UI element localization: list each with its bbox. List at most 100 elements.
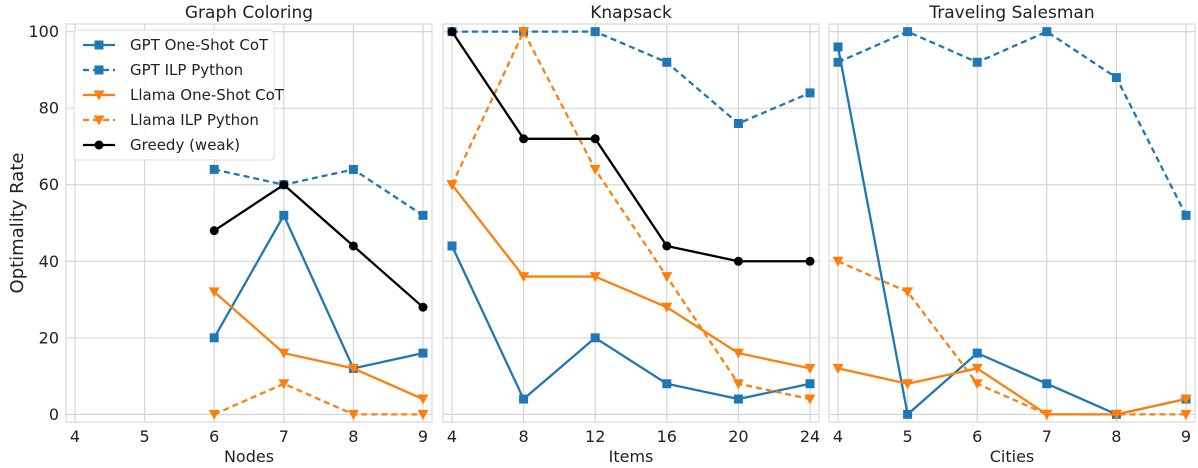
panel-frame [442,23,820,423]
legend-entry-gpt-one-shot-cot: GPT One-Shot CoT [83,36,269,54]
data-point [447,241,457,251]
series-gpt-one-shot-cot [209,210,428,373]
x-tick-label: 7 [1042,427,1052,446]
panel-title: Graph Coloring [185,3,313,23]
series-gpt-one-shot-cot [833,42,1191,419]
data-point [1181,210,1191,220]
x-axis-label: Nodes [224,447,274,466]
series-llama-ilp-python [208,379,429,420]
series-line [213,214,424,370]
data-point [1180,409,1192,420]
data-point [590,333,600,343]
legend-marker [94,140,104,150]
data-point [804,394,816,405]
data-point [208,287,220,298]
y-tick-labels: 0 20 40 60 80 100 [28,22,59,424]
data-point [417,409,429,420]
data-point [518,27,530,38]
data-point [418,302,428,312]
data-point [589,272,601,283]
data-point [902,287,914,298]
x-tick-labels: 4 8 12 16 20 24 [447,427,820,446]
y-tick-label: 100 [28,22,59,41]
data-point [590,134,600,144]
series-llama-one-shot-cot [832,363,1192,420]
legend-label: Llama ILP Python [130,111,259,129]
x-tick-label: 9 [1181,427,1191,446]
series-layer [832,27,1192,420]
data-point [733,394,743,404]
data-point [662,241,672,251]
legend-marker [94,65,104,75]
x-axis-label: Cities [990,447,1035,466]
x-tick-label: 20 [728,427,748,446]
data-point [208,409,220,420]
data-point [833,42,843,52]
data-point [209,226,219,236]
data-point [347,409,359,420]
panel-traveling-salesman: Traveling Salesman Cities 4 5 6 7 8 9 [828,3,1196,466]
data-point [805,256,815,266]
data-point [732,379,744,390]
data-point [662,57,672,67]
data-point [733,256,743,266]
data-point [972,348,982,358]
data-point [348,241,358,251]
legend: GPT One-Shot CoT GPT ILP Python Llama One-… [73,29,285,161]
series-line [837,260,1186,416]
gridlines [829,24,1195,422]
data-point [519,134,529,144]
y-axis-label: Optimality Rate [7,153,28,294]
series-layer [208,164,429,420]
legend-entry-llama-one-shot-cot: Llama One-Shot CoT [83,86,285,104]
x-axis-label: Items [609,447,654,466]
x-tick-labels: 4 5 6 7 8 9 [833,427,1191,446]
series-greedy-weak [447,27,815,266]
panel-title: Traveling Salesman [928,3,1094,23]
data-point [279,180,289,190]
series-line [450,245,811,401]
data-point [1180,394,1192,405]
x-tick-label: 6 [209,427,219,446]
data-point [832,256,844,267]
series-line [213,168,424,217]
data-point [662,379,672,389]
data-point [348,164,358,174]
data-point [661,302,673,313]
x-tick-labels: 4 5 6 7 8 9 [70,427,428,446]
legend-label: GPT ILP Python [130,61,243,79]
data-point [833,57,843,67]
x-tick-label: 9 [418,427,428,446]
data-point [1041,409,1053,420]
x-tick-label: 6 [972,427,982,446]
series-gpt-ilp-python [833,27,1191,220]
y-tick-label: 0 [49,405,59,424]
series-greedy-weak [209,180,428,312]
series-line [836,46,1187,416]
legend-label: GPT One-Shot CoT [130,36,269,54]
data-point [832,363,844,374]
panel-frame [65,23,433,423]
legend-entry-gpt-ilp-python: GPT ILP Python [83,61,243,79]
x-tick-label: 5 [903,427,913,446]
x-tick-label: 7 [279,427,289,446]
data-point [447,27,457,37]
panel-knapsack: Knapsack Items 4 8 12 16 20 24 [442,3,820,466]
series-gpt-ilp-python [447,27,815,128]
y-tick-label: 60 [39,175,59,194]
data-point [446,180,458,191]
y-tick-label: 20 [39,328,59,347]
series-layer [446,27,816,405]
series-line [450,30,811,401]
data-point [347,363,359,374]
data-point [418,210,428,220]
data-point [519,394,529,404]
data-point [279,210,289,220]
data-point [804,363,816,374]
legend-box [73,29,275,161]
data-point [1042,27,1052,37]
data-point [278,348,290,359]
data-point [590,27,600,37]
data-point [518,272,530,283]
